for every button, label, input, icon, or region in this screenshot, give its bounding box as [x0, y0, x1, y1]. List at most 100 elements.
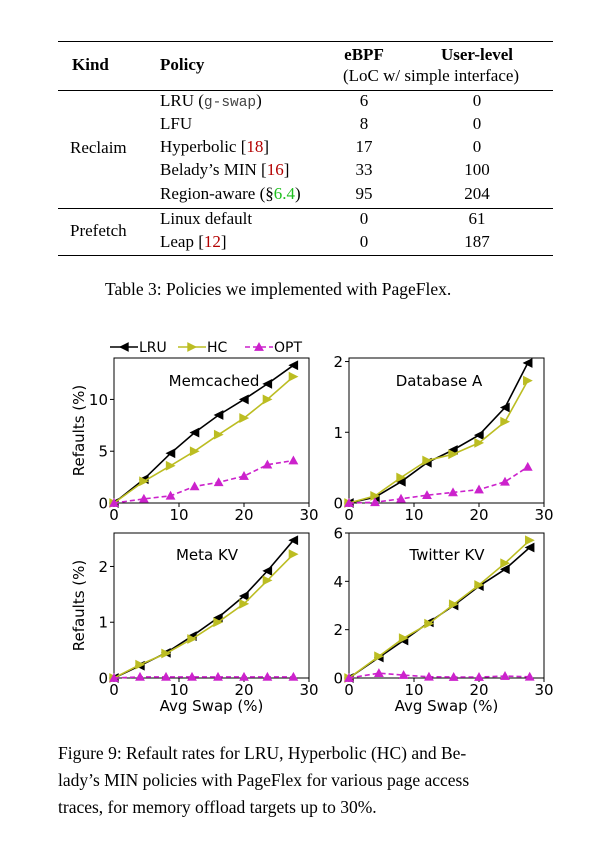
data-point-opt: [239, 671, 249, 681]
data-point-hc: [500, 558, 511, 569]
data-point-opt: [524, 671, 535, 681]
table-mid-rule: [58, 90, 553, 91]
data-point-hc: [189, 446, 200, 457]
data-point-hc: [288, 549, 299, 560]
data-point-opt: [213, 671, 223, 681]
data-point-opt: [396, 493, 406, 503]
data-point-lru: [213, 410, 224, 420]
x-tick-label: 30: [299, 681, 318, 699]
plot-frame: [348, 532, 545, 679]
header-userlevel: User-level: [440, 45, 514, 64]
data-point-opt: [344, 672, 354, 682]
user-loc: 61: [468, 209, 486, 228]
data-point-opt: [187, 671, 197, 681]
panel-title: Meta KV: [176, 546, 239, 564]
data-point-hc: [422, 455, 433, 466]
figure-caption-line-2: lady’s MIN policies with PageFlex for va…: [58, 770, 470, 790]
user-loc: 0: [472, 91, 482, 110]
data-point-lru: [189, 427, 200, 438]
y-tick-label: 2: [333, 621, 343, 639]
y-tick-label: 1: [98, 614, 108, 632]
policy-name: Leap [12]: [160, 232, 227, 251]
data-point-opt: [189, 481, 200, 491]
data-point-opt: [109, 672, 119, 682]
plot-frame: [348, 357, 545, 504]
policy-name: Hyperbolic [18]: [160, 137, 270, 156]
data-point-hc: [161, 648, 172, 659]
citation-link[interactable]: 16: [266, 160, 284, 179]
user-loc: 100: [464, 160, 490, 179]
x-tick-label: 30: [299, 506, 318, 524]
plot-frame: [113, 357, 310, 504]
data-point-opt: [373, 668, 384, 677]
data-point-opt: [239, 471, 249, 480]
data-point-hc: [448, 599, 459, 610]
data-point-hc: [135, 659, 146, 670]
data-point-lru: [524, 542, 535, 553]
citation-link[interactable]: 12: [203, 232, 221, 251]
figure-caption-line-1: Figure 9: Refault rates for LRU, Hyperbo…: [58, 743, 467, 763]
header-kind: Kind: [72, 55, 109, 74]
data-point-opt: [448, 487, 458, 497]
data-point-lru: [165, 448, 176, 459]
data-point-lru: [473, 430, 484, 440]
header-policy: Policy: [160, 55, 205, 74]
panel-title: Memcached: [169, 372, 260, 390]
x-tick-label: 0: [344, 681, 354, 699]
data-point-opt: [500, 476, 510, 486]
x-tick-label: 0: [109, 506, 119, 524]
data-point-hc: [448, 449, 459, 460]
x-axis-label: Avg Swap (%): [395, 697, 499, 715]
section-link[interactable]: 6.4: [273, 184, 296, 203]
user-loc: 187: [464, 232, 490, 251]
x-tick-label: 30: [534, 681, 553, 699]
x-tick-label: 20: [234, 681, 253, 699]
header-subheader: (LoC w/ simple interface): [343, 66, 520, 85]
data-point-opt: [522, 461, 533, 471]
x-tick-label: 20: [469, 506, 488, 524]
code-g-swap: g-swap: [203, 95, 257, 111]
x-axis-label: Avg Swap (%): [160, 697, 264, 715]
data-point-hc: [474, 437, 485, 448]
x-tick-label: 10: [404, 681, 423, 699]
data-point-hc: [424, 618, 435, 629]
series-line-opt: [348, 672, 530, 679]
policy-name: Linux default: [160, 209, 253, 228]
legend-label-hc: HC: [207, 340, 228, 356]
x-tick-label: 0: [344, 506, 354, 524]
x-tick-label: 0: [109, 681, 119, 699]
panel-title: Twitter KV: [408, 546, 485, 564]
data-point-opt: [262, 459, 273, 469]
data-point-opt: [344, 497, 354, 507]
ebpf-loc: 6: [359, 91, 369, 110]
figure-caption-line-3: traces, for memory offload targets up to…: [58, 797, 377, 817]
panel-title: Database A: [396, 372, 483, 390]
ebpf-loc: 0: [359, 232, 369, 251]
legend-label-lru: LRU: [139, 340, 167, 356]
data-point-hc: [262, 575, 273, 586]
data-point-opt: [398, 670, 409, 679]
data-point-hc: [288, 371, 299, 382]
data-point-hc: [524, 535, 535, 546]
data-point-opt: [138, 493, 149, 503]
citation-link[interactable]: 18: [246, 137, 264, 156]
policy-name: Region-aware (§6.4): [160, 184, 301, 203]
data-point-hc: [139, 476, 149, 487]
data-point-opt: [165, 490, 176, 500]
y-tick-label: 6: [333, 525, 343, 543]
data-point-lru: [499, 402, 510, 413]
data-point-opt: [288, 455, 299, 465]
x-tick-label: 20: [234, 506, 253, 524]
data-point-hc: [474, 580, 485, 590]
ebpf-loc: 17: [355, 137, 373, 156]
series-line-opt: [113, 676, 294, 679]
policy-name: Belady’s MIN [16]: [160, 160, 290, 179]
data-point-opt: [262, 671, 273, 681]
table-caption: Table 3: Policies we implemented with Pa…: [105, 279, 452, 299]
y-tick-label: 0: [98, 495, 108, 513]
data-point-opt: [422, 490, 432, 500]
y-tick-label: 0: [333, 495, 343, 513]
y-tick-label: 2: [333, 353, 343, 371]
data-point-lru: [262, 566, 273, 576]
